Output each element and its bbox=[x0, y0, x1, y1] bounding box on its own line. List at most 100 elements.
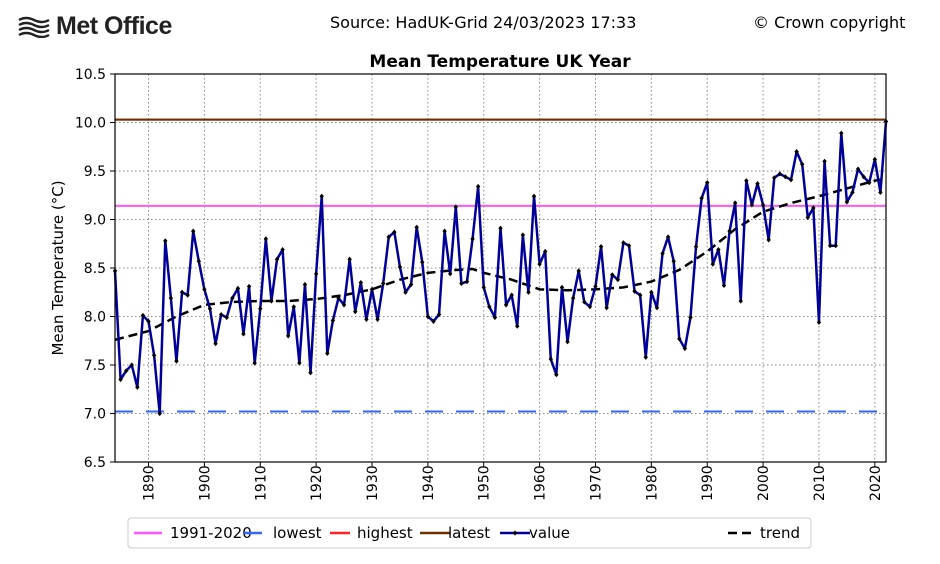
x-tick-label: 1890 bbox=[142, 465, 158, 501]
value-point bbox=[610, 272, 615, 278]
value-point bbox=[263, 236, 269, 242]
x-tick-label: 1980 bbox=[644, 465, 660, 501]
value-point bbox=[526, 289, 531, 295]
value-point bbox=[732, 200, 738, 206]
value-point bbox=[727, 228, 732, 234]
value-point bbox=[554, 372, 559, 378]
value-point bbox=[705, 180, 710, 186]
x-tick-label: 1950 bbox=[477, 465, 493, 501]
value-point bbox=[643, 354, 648, 360]
legend-box bbox=[127, 517, 812, 549]
value-point bbox=[844, 199, 850, 205]
value-point bbox=[481, 284, 486, 290]
value-point bbox=[436, 311, 442, 318]
value-point bbox=[375, 316, 380, 323]
value-point bbox=[878, 189, 883, 195]
x-tick-label: 1960 bbox=[533, 465, 549, 501]
value-point bbox=[414, 224, 419, 230]
value-point bbox=[129, 362, 134, 368]
value-point bbox=[313, 271, 319, 277]
value-point bbox=[163, 238, 168, 244]
value-point bbox=[285, 333, 291, 339]
value-point bbox=[816, 319, 822, 325]
x-tick-label: 2000 bbox=[756, 465, 772, 501]
value-point bbox=[716, 246, 721, 253]
value-point bbox=[766, 237, 771, 243]
value-point bbox=[783, 174, 788, 180]
value-point bbox=[408, 281, 414, 288]
value-point bbox=[246, 283, 252, 290]
value-point bbox=[615, 277, 621, 283]
value-point bbox=[380, 280, 386, 287]
value-point bbox=[179, 289, 185, 295]
value-point bbox=[235, 285, 241, 291]
value-point bbox=[855, 166, 861, 172]
value-point bbox=[531, 193, 537, 199]
value-point bbox=[654, 305, 660, 311]
value-point bbox=[559, 284, 565, 290]
value-point bbox=[576, 268, 581, 274]
value-point bbox=[503, 302, 509, 308]
value-point bbox=[777, 171, 783, 177]
value-point bbox=[431, 318, 436, 324]
legend-label-value: value bbox=[529, 524, 570, 542]
value-point bbox=[274, 256, 280, 262]
y-tick-label: 9.0 bbox=[84, 213, 106, 229]
x-tick-label: 1910 bbox=[253, 465, 269, 501]
value-point bbox=[347, 256, 352, 262]
value-point bbox=[174, 358, 179, 364]
value-point bbox=[453, 204, 459, 210]
waves-icon bbox=[18, 16, 50, 38]
value-point bbox=[269, 298, 274, 304]
value-point bbox=[850, 189, 855, 195]
value-point bbox=[721, 282, 727, 289]
trend-line bbox=[114, 177, 887, 341]
value-point bbox=[330, 317, 336, 323]
y-tick-label: 10.5 bbox=[75, 67, 106, 83]
value-point bbox=[548, 356, 553, 362]
value-point bbox=[693, 244, 699, 250]
value-point bbox=[498, 225, 503, 231]
legend: 1991-2020 lowest highest latest value trend bbox=[127, 517, 812, 549]
value-point bbox=[788, 177, 794, 183]
value-point bbox=[827, 243, 833, 249]
y-tick-label: 10.0 bbox=[75, 116, 106, 132]
value-point bbox=[537, 261, 542, 267]
value-point bbox=[805, 214, 810, 221]
y-tick-label: 8.5 bbox=[84, 261, 106, 277]
value-point bbox=[470, 236, 475, 242]
legend-label-latest: latest bbox=[448, 524, 490, 542]
value-point bbox=[213, 341, 218, 347]
value-point bbox=[872, 156, 878, 162]
value-point bbox=[626, 243, 632, 249]
value-point bbox=[297, 360, 302, 366]
legend-label-highest: highest bbox=[357, 524, 413, 542]
value-point bbox=[464, 278, 470, 285]
value-point bbox=[364, 316, 369, 323]
value-point bbox=[336, 295, 341, 301]
value-point bbox=[241, 331, 246, 337]
value-point bbox=[218, 311, 224, 318]
value-point bbox=[369, 286, 375, 292]
value-point bbox=[688, 314, 693, 321]
value-point bbox=[202, 286, 207, 292]
value-point bbox=[319, 193, 324, 199]
value-point bbox=[811, 205, 816, 211]
value-point bbox=[744, 178, 749, 184]
legend-label-1991-2020: 1991-2020 bbox=[170, 524, 252, 542]
y-tick-label: 9.5 bbox=[84, 164, 106, 180]
y-tick-label: 6.5 bbox=[84, 455, 106, 471]
y-tick-label: 7.0 bbox=[84, 407, 106, 423]
value-point bbox=[520, 232, 526, 238]
source-label: Source: HadUK-Grid 24/03/2023 17:33 bbox=[330, 13, 637, 32]
value-point bbox=[542, 248, 548, 255]
value-point bbox=[749, 202, 755, 208]
plot-frame bbox=[114, 73, 887, 463]
value-point bbox=[448, 271, 453, 277]
value-point bbox=[649, 289, 654, 295]
value-point bbox=[582, 299, 587, 305]
value-point bbox=[632, 288, 637, 294]
y-tick-label: 8.0 bbox=[84, 310, 106, 326]
value-point bbox=[118, 376, 123, 383]
